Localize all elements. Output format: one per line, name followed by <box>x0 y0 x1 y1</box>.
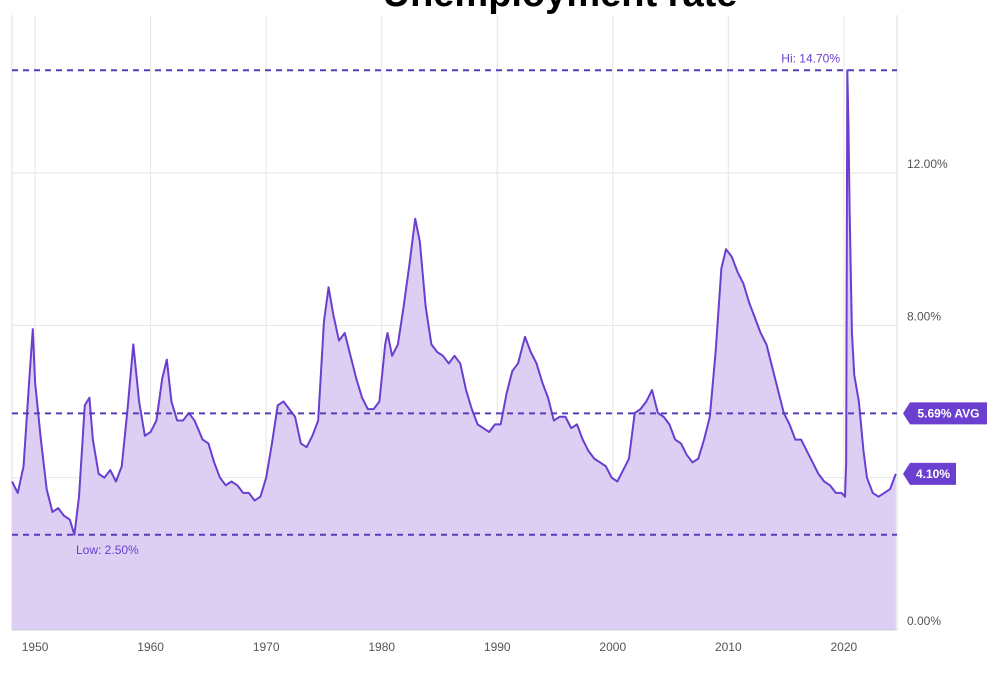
x-tick-label: 1950 <box>22 640 49 654</box>
x-tick-label: 2000 <box>599 640 626 654</box>
badge <box>903 402 987 425</box>
x-tick-label: 1970 <box>253 640 280 654</box>
y-tick-label: 8.00% <box>907 310 941 324</box>
x-tick-label: 1960 <box>137 640 164 654</box>
x-tick-label: 2010 <box>715 640 742 654</box>
annotation-label: Low: 2.50% <box>76 543 139 557</box>
y-tick-label: 0.00% <box>907 614 941 628</box>
x-tick-label: 1980 <box>368 640 395 654</box>
annotation-label: Hi: 14.70% <box>781 51 840 65</box>
y-tick-label: 12.00% <box>907 157 948 171</box>
area-line <box>11 69 897 536</box>
badge-label: 4.10% <box>916 467 950 481</box>
x-tick-label: 2020 <box>831 640 858 654</box>
x-tick-label: 1990 <box>484 640 511 654</box>
badge-label: 5.69% AVG <box>917 406 979 420</box>
badge <box>903 462 956 485</box>
area-fill <box>12 70 896 631</box>
chart-title: Unemployment rate <box>383 0 738 15</box>
